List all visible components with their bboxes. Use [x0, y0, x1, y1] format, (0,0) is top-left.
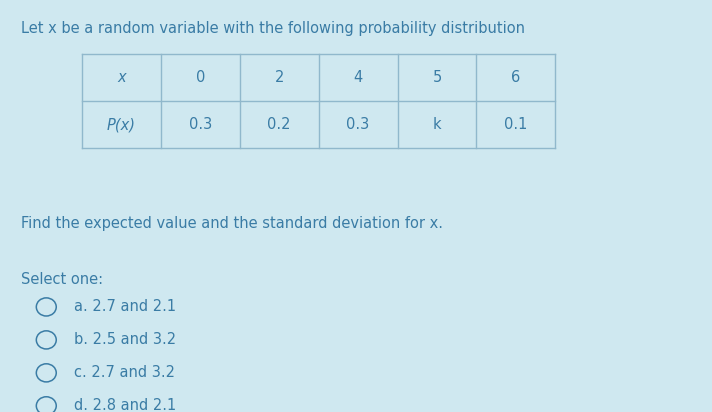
Text: 6: 6 — [511, 70, 520, 85]
Text: k: k — [433, 117, 441, 132]
Text: b. 2.5 and 3.2: b. 2.5 and 3.2 — [74, 332, 176, 347]
Text: c. 2.7 and 3.2: c. 2.7 and 3.2 — [74, 365, 175, 380]
Text: 0: 0 — [196, 70, 205, 85]
Text: Let x be a random variable with the following probability distribution: Let x be a random variable with the foll… — [21, 21, 525, 35]
Text: 4: 4 — [353, 70, 362, 85]
Text: 0.3: 0.3 — [347, 117, 370, 132]
Text: d. 2.8 and 2.1: d. 2.8 and 2.1 — [74, 398, 177, 412]
Text: Select one:: Select one: — [21, 272, 103, 287]
Text: 0.1: 0.1 — [504, 117, 528, 132]
Text: 0.2: 0.2 — [268, 117, 291, 132]
Text: 5: 5 — [432, 70, 441, 85]
Text: 2: 2 — [274, 70, 284, 85]
Text: Find the expected value and the standard deviation for x.: Find the expected value and the standard… — [21, 216, 444, 231]
Text: 0.3: 0.3 — [189, 117, 212, 132]
Text: a. 2.7 and 2.1: a. 2.7 and 2.1 — [74, 300, 176, 314]
Text: x: x — [117, 70, 125, 85]
Text: P(x): P(x) — [107, 117, 136, 132]
